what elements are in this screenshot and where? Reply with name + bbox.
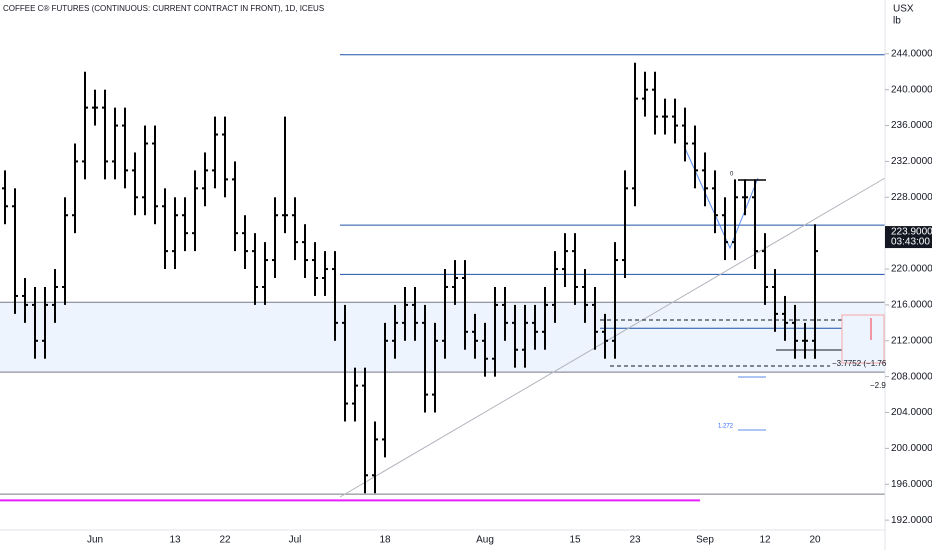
chart-title: COFFEE C® FUTURES (CONTINUOUS: CURRENT C… — [3, 4, 324, 13]
y-tick-label: 236.0000 — [891, 120, 932, 131]
measure-box — [841, 314, 885, 364]
y-tick-label: 196.0000 — [891, 479, 932, 490]
annotation: 1.272 — [718, 424, 734, 430]
last-price-label: 223.9000 — [891, 227, 932, 238]
x-tick-label: 12 — [759, 535, 771, 546]
trend-line — [339, 177, 886, 498]
y-tick-label: 208.0000 — [891, 371, 932, 382]
unit-label: USX — [893, 4, 914, 15]
y-tick-label: 244.0000 — [891, 48, 932, 59]
annotation: −3.7752 (−1.76 — [832, 359, 887, 368]
y-tick-label: 232.0000 — [891, 156, 932, 167]
last-price-tag — [885, 226, 932, 249]
x-tick-label: 23 — [629, 535, 641, 546]
unit-label: lb — [893, 16, 901, 27]
x-tick-label: Aug — [476, 535, 494, 546]
x-tick-label: 15 — [569, 535, 581, 546]
countdown-label: 03:43:00 — [891, 237, 930, 248]
y-tick-label: 216.0000 — [891, 300, 932, 311]
zone-layer — [0, 54, 885, 502]
y-tick-label: 192.0000 — [891, 515, 932, 526]
y-tick-label: 212.0000 — [891, 335, 932, 346]
zone — [0, 302, 885, 373]
y-tick-label: 200.0000 — [891, 443, 932, 454]
x-tick-label: Jun — [87, 535, 103, 546]
x-tick-label: 13 — [169, 535, 181, 546]
x-tick-label: 22 — [219, 535, 231, 546]
y-tick-label: 228.0000 — [891, 192, 932, 203]
pattern-line — [683, 145, 759, 250]
x-tick-label: Sep — [696, 535, 714, 546]
annotation: 0 — [730, 172, 734, 178]
x-tick-label: 20 — [809, 535, 821, 546]
y-tick-label: 204.0000 — [891, 407, 932, 418]
x-tick-label: Jul — [289, 535, 302, 546]
y-tick-label: 220.0000 — [891, 264, 932, 275]
x-tick-label: 18 — [379, 535, 391, 546]
annotation: −2.9 — [870, 381, 886, 390]
y-tick-label: 240.0000 — [891, 84, 932, 95]
